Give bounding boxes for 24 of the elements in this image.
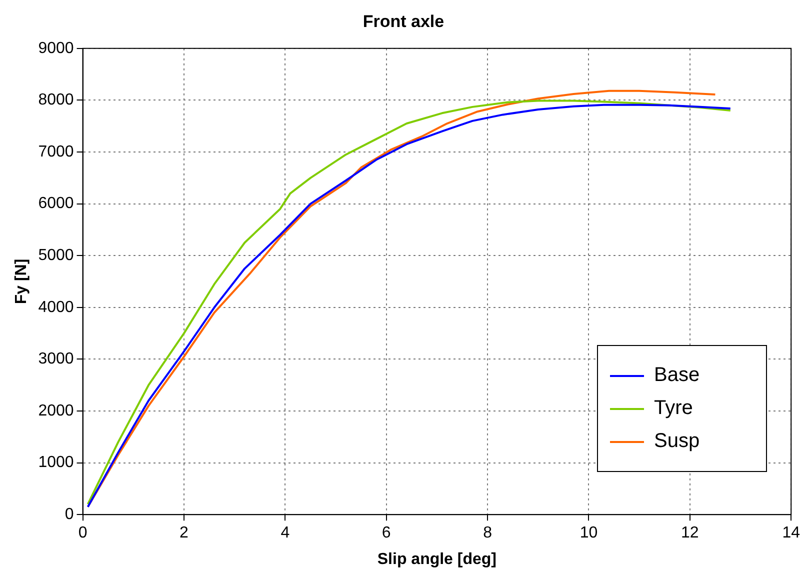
x-tick-label: 14 bbox=[782, 524, 800, 542]
x-tick-label: 12 bbox=[681, 524, 699, 542]
legend-label: Tyre bbox=[654, 397, 693, 420]
y-axis-title: Fy [N] bbox=[13, 258, 30, 304]
x-axis-title: Slip angle [deg] bbox=[377, 550, 497, 568]
y-tick-label: 5000 bbox=[38, 247, 74, 264]
x-tick-label: 0 bbox=[78, 524, 88, 542]
x-tick-label: 8 bbox=[483, 524, 492, 542]
y-tick-label: 4000 bbox=[38, 298, 74, 316]
x-tick-label: 4 bbox=[280, 524, 290, 542]
y-tick-label: 2000 bbox=[38, 402, 74, 420]
y-tick-label: 7000 bbox=[38, 143, 74, 160]
y-tick-label: 3000 bbox=[38, 350, 74, 368]
legend-label: Base bbox=[654, 364, 700, 387]
y-tick-label: 6000 bbox=[38, 195, 74, 212]
y-tick-label: 1000 bbox=[38, 454, 74, 472]
y-tick-label: 8000 bbox=[38, 92, 74, 109]
y-tick-label: 9000 bbox=[38, 40, 74, 57]
x-tick-label: 2 bbox=[180, 524, 189, 542]
x-tick-label: 10 bbox=[580, 524, 598, 542]
chart-title: Front axle bbox=[362, 12, 444, 31]
x-tick-label: 6 bbox=[382, 524, 391, 542]
legend-label: Susp bbox=[654, 430, 700, 453]
y-tick-label: 0 bbox=[64, 506, 74, 524]
